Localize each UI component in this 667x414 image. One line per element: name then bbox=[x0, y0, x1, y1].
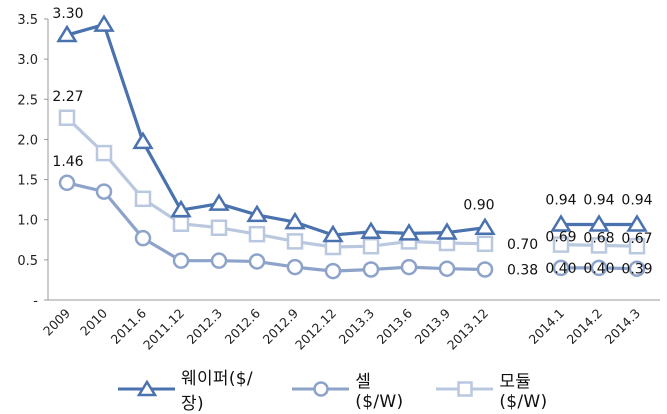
legend-label-module: 모듈($/W) bbox=[499, 371, 548, 412]
wafer-point bbox=[208, 193, 230, 211]
legend-label-cell: 셀($/W) bbox=[355, 371, 404, 412]
data-label: 0.94 bbox=[545, 193, 576, 209]
module-point bbox=[590, 237, 608, 254]
wafer-point bbox=[588, 214, 610, 232]
data-label: 0.90 bbox=[463, 198, 494, 214]
data-label: 0.38 bbox=[507, 262, 538, 278]
y-tick-label: 3.0 bbox=[17, 53, 38, 68]
cell-point bbox=[590, 259, 608, 277]
y-tick-label: 0.5 bbox=[17, 254, 38, 269]
module-point bbox=[58, 109, 76, 127]
cell-point bbox=[362, 261, 380, 278]
y-tick-label: 1.5 bbox=[17, 174, 38, 189]
wafer-point bbox=[132, 131, 154, 150]
cell-point bbox=[248, 253, 266, 270]
wafer-point bbox=[284, 211, 306, 230]
cell-point bbox=[58, 174, 76, 192]
legend-marker-square bbox=[436, 381, 494, 397]
y-tick-label: - bbox=[33, 294, 38, 309]
y-tick-label: 1.0 bbox=[17, 214, 38, 229]
y-tick-label: 2.5 bbox=[17, 93, 38, 108]
x-tick-label: 2012.6 bbox=[222, 305, 264, 347]
x-tick-label: 2012.3 bbox=[184, 306, 226, 348]
module-point bbox=[134, 190, 152, 208]
module-point bbox=[172, 215, 190, 232]
module-point bbox=[248, 225, 266, 243]
data-label: 0.40 bbox=[583, 261, 614, 277]
cell-point bbox=[134, 229, 152, 247]
wafer-point bbox=[93, 14, 115, 32]
x-tick-label: 2011.12 bbox=[140, 306, 187, 353]
wafer-point bbox=[626, 214, 648, 232]
y-tick-label: 3.5 bbox=[17, 13, 38, 28]
module-point bbox=[95, 144, 113, 162]
cell-point bbox=[210, 252, 228, 269]
x-tick-label: 2010 bbox=[77, 305, 110, 338]
module-point bbox=[552, 236, 570, 253]
cell-point bbox=[438, 260, 456, 277]
module-point bbox=[628, 237, 646, 255]
series-line-square bbox=[65, 116, 486, 249]
legend-marker-triangle bbox=[118, 380, 176, 397]
cell-point bbox=[400, 258, 418, 276]
data-label: 0.69 bbox=[545, 230, 576, 246]
series-line-triangle bbox=[66, 23, 486, 237]
series-line-circle bbox=[66, 181, 486, 273]
x-tick-label: 2014.3 bbox=[602, 306, 644, 348]
wafer-point bbox=[322, 224, 344, 243]
data-label: 0.40 bbox=[545, 261, 576, 277]
x-tick-label: 2013.6 bbox=[374, 305, 416, 347]
wafer-point bbox=[550, 214, 572, 232]
data-label: 1.46 bbox=[52, 154, 83, 170]
data-label: 0.94 bbox=[621, 193, 652, 209]
x-tick-label: 2013.12 bbox=[444, 306, 491, 353]
data-label: 0.94 bbox=[583, 193, 614, 209]
data-label: 2.27 bbox=[52, 89, 83, 105]
x-tick-label: 2014.1 bbox=[526, 306, 568, 348]
wafer-point bbox=[56, 24, 78, 43]
cell-point bbox=[95, 183, 113, 200]
module-point bbox=[362, 237, 380, 255]
x-tick-label: 2012.12 bbox=[292, 306, 339, 353]
cell-point bbox=[628, 260, 646, 277]
legend-item-cell: 셀($/W) bbox=[292, 367, 418, 412]
wafer-point bbox=[360, 221, 382, 240]
cell-point bbox=[552, 259, 570, 277]
legend: 웨이퍼($/장) 셀($/W) 모듈($/W) bbox=[118, 369, 578, 414]
data-label: 0.70 bbox=[507, 237, 538, 253]
data-label: 0.67 bbox=[621, 231, 652, 247]
x-tick-label: 2013.3 bbox=[336, 306, 378, 348]
data-label: 0.39 bbox=[621, 262, 652, 278]
legend-item-wafer: 웨이퍼($/장) bbox=[118, 364, 274, 414]
cell-point bbox=[172, 252, 190, 269]
module-point bbox=[476, 235, 494, 253]
module-point bbox=[286, 233, 304, 250]
x-tick-label: 2009 bbox=[40, 305, 73, 338]
legend-label-wafer: 웨이퍼($/장) bbox=[181, 369, 253, 414]
cell-point bbox=[324, 262, 342, 280]
wafer-point bbox=[246, 204, 268, 223]
legend-marker-circle bbox=[292, 381, 350, 397]
data-label: 3.30 bbox=[52, 6, 83, 22]
wafer-point bbox=[474, 217, 496, 235]
cell-point bbox=[286, 258, 304, 276]
y-tick-label: 2.0 bbox=[17, 133, 38, 148]
data-label: 0.68 bbox=[583, 230, 614, 246]
legend-item-module: 모듈($/W) bbox=[436, 367, 578, 412]
cell-point bbox=[476, 261, 494, 278]
module-point bbox=[210, 219, 228, 236]
wafer-point bbox=[398, 222, 420, 241]
wafer-point bbox=[436, 222, 458, 240]
x-tick-label: 2014.2 bbox=[564, 306, 606, 348]
wafer-point bbox=[170, 199, 192, 218]
